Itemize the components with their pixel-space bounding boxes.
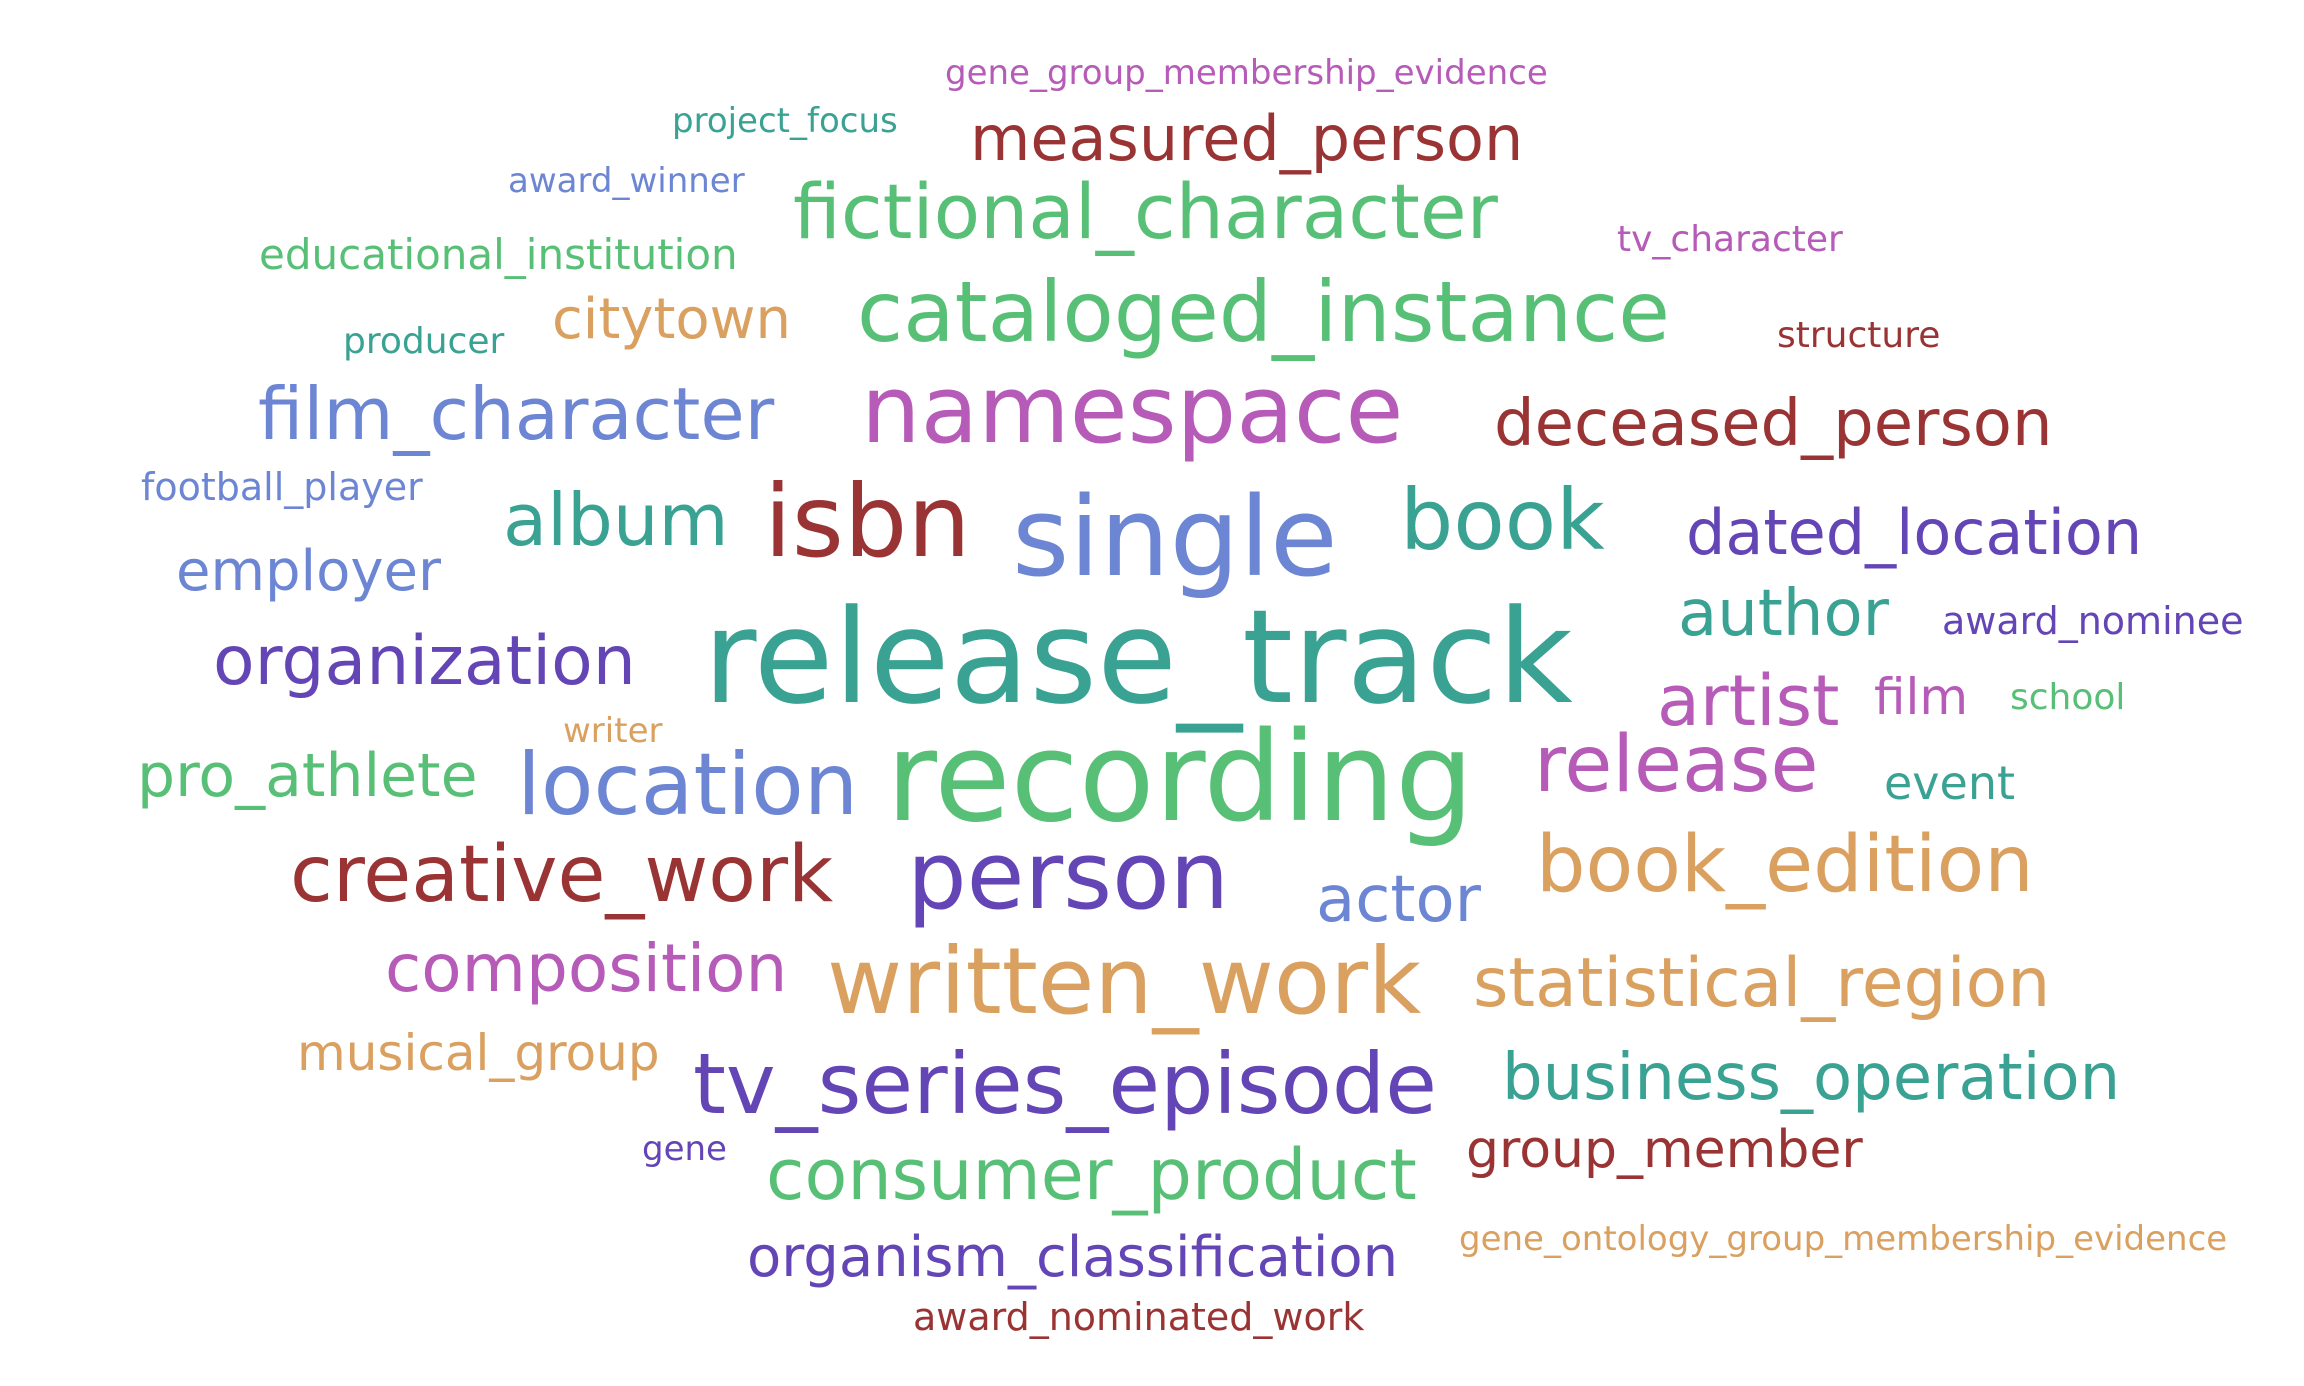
word-location: location — [517, 735, 859, 835]
word-employer: employer — [176, 539, 441, 604]
word-composition: composition — [385, 930, 788, 1007]
word-gene-ontology-group-membership-evidence: gene_ontology_group_membership_evidence — [1459, 1219, 2228, 1259]
word-film-character: film_character — [258, 372, 775, 456]
word-author: author — [1678, 577, 1889, 651]
word-tv-character: tv_character — [1617, 219, 1843, 260]
word-citytown: citytown — [552, 287, 791, 352]
word-person: person — [907, 822, 1230, 931]
word-film: film — [1874, 668, 1969, 726]
word-project-focus: project_focus — [672, 101, 898, 141]
word-gene: gene — [642, 1129, 727, 1169]
word-isbn: isbn — [764, 463, 971, 580]
word-business-operation: business_operation — [1502, 1041, 2121, 1115]
word-fictional-character: fictional_character — [793, 167, 1498, 256]
word-tv-series-episode: tv_series_episode — [693, 1035, 1437, 1133]
word-creative-work: creative_work — [290, 830, 834, 920]
word-measured-person: measured_person — [970, 102, 1524, 175]
word-recording: recording — [886, 706, 1474, 850]
word-book: book — [1400, 471, 1605, 569]
word-statistical-region: statistical_region — [1473, 944, 2051, 1023]
word-consumer-product: consumer_product — [766, 1134, 1417, 1216]
word-book-edition: book_edition — [1536, 820, 2034, 910]
word-written-work: written_work — [827, 928, 1422, 1035]
word-event: event — [1884, 756, 2016, 810]
word-award-nominated-work: award_nominated_work — [913, 1295, 1365, 1339]
word-namespace: namespace — [861, 356, 1404, 465]
word-cataloged-instance: cataloged_instance — [857, 263, 1670, 361]
word-football-player: football_player — [141, 465, 423, 509]
word-gene-group-membership-evidence: gene_group_membership_evidence — [945, 53, 1548, 93]
word-school: school — [2010, 677, 2126, 718]
word-album: album — [503, 478, 729, 562]
word-musical-group: musical_group — [297, 1024, 660, 1082]
word-release-track: release_track — [703, 581, 1573, 733]
word-educational-institution: educational_institution — [259, 230, 738, 279]
word-actor: actor — [1316, 863, 1481, 937]
word-group-member: group_member — [1466, 1120, 1863, 1180]
word-structure: structure — [1777, 315, 1941, 356]
word-writer: writer — [563, 711, 663, 751]
word-pro-athlete: pro_athlete — [137, 741, 478, 811]
word-release: release — [1534, 720, 1819, 810]
word-award-nominee: award_nominee — [1942, 599, 2244, 643]
word-artist: artist — [1657, 660, 1840, 742]
word-dated-location: dated_location — [1686, 496, 2143, 569]
word-producer: producer — [343, 321, 505, 362]
word-award-winner: award_winner — [508, 161, 745, 201]
word-single: single — [1012, 473, 1338, 601]
word-deceased-person: deceased_person — [1494, 387, 2053, 461]
word-organization: organization — [213, 622, 636, 701]
word-organism-classification: organism_classification — [747, 1225, 1399, 1290]
